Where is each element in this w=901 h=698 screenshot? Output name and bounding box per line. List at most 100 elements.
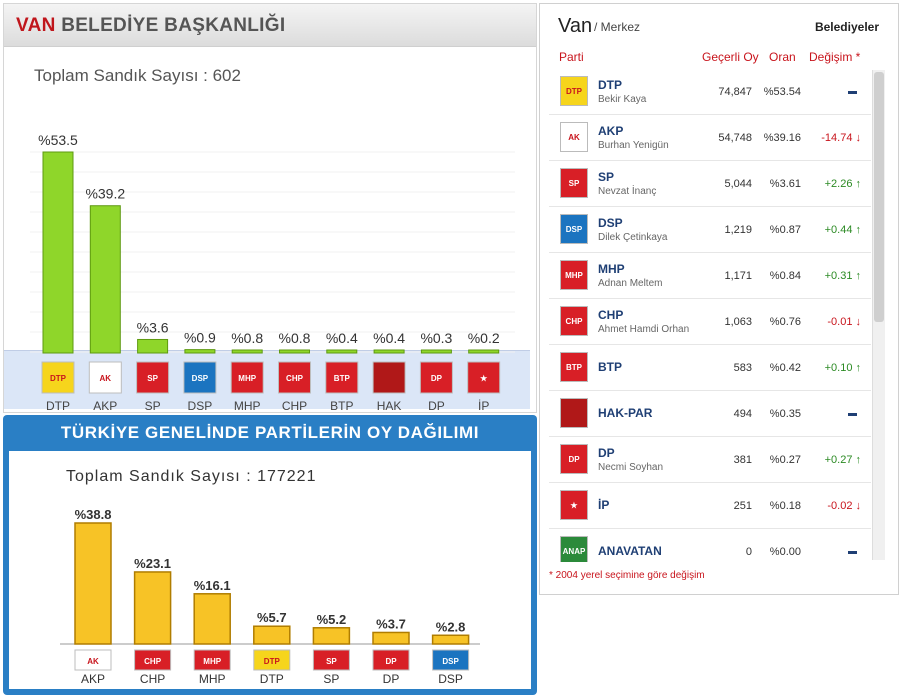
bar-MHP <box>231 349 263 354</box>
turkey-bar-chart: %38.8 AK AKP %23.1 CHP CHP %16.1 MHP MHP %5.7 DTP D… <box>60 507 480 686</box>
result-row[interactable]: DTP DTP Bekir Kaya 74,847 %53.54 <box>549 69 871 115</box>
scrollbar-thumb[interactable] <box>874 72 884 322</box>
vote-share: %0.35 <box>769 408 801 420</box>
valid-votes: 5,044 <box>724 178 752 190</box>
category-label: DP <box>383 672 400 686</box>
category-label: MHP <box>234 399 261 413</box>
party-logo-icon <box>74 649 112 671</box>
result-row[interactable]: ★ İP 251 %0.18 -0.02 ↓ <box>549 483 871 529</box>
party-logo-icon <box>372 649 410 671</box>
candidate-name: Adnan Meltem <box>598 278 663 289</box>
bar-HAK <box>373 349 405 354</box>
category-label: SP <box>323 672 339 686</box>
party-logo-icon <box>41 361 75 394</box>
result-row[interactable]: DSP DSP Dilek Çetinkaya 1,219 %0.87 +0.44 ↑ <box>549 207 871 253</box>
party-logo-icon <box>419 361 453 394</box>
party-logo-icon: CHP <box>560 306 588 336</box>
party-logo-text: DSP <box>192 374 209 383</box>
valid-votes: 0 <box>745 546 752 558</box>
arrow-down-icon: ↓ <box>855 132 862 144</box>
result-row[interactable]: HAK-PAR 494 %0.35 <box>549 391 871 437</box>
col-party-header: Parti <box>559 50 584 64</box>
district-name: / Merkez <box>594 20 641 34</box>
change-value: +0.27 ↑ <box>824 454 861 466</box>
bar-label: %0.9 <box>184 330 216 346</box>
change-value: -0.01 ↓ <box>827 316 861 328</box>
no-change-icon <box>848 550 857 554</box>
bar-label: %39.2 <box>85 186 125 202</box>
result-row[interactable]: ANAP ANAVATAN 0 %0.00 <box>549 529 871 562</box>
result-row[interactable]: DP DP Necmi Soyhan 381 %0.27 +0.27 ↑ <box>549 437 871 483</box>
bar-CHP <box>133 571 172 645</box>
col-change-header: Değişim * <box>809 50 861 64</box>
category-label: DTP <box>260 672 284 686</box>
bar-label: %0.3 <box>420 330 452 346</box>
change-footnote: * 2004 yerel seçimine göre değişim <box>549 570 705 581</box>
party-name: İP <box>598 498 610 512</box>
party-logo-text: SP <box>147 374 158 383</box>
bar-SP <box>312 627 351 645</box>
bar-label: %0.8 <box>231 330 263 346</box>
party-logo-icon <box>88 361 122 394</box>
bar-label: %3.7 <box>376 616 406 631</box>
bar-SP <box>137 338 169 354</box>
party-logo-icon <box>325 361 359 394</box>
party-logo-icon <box>312 649 350 671</box>
category-label: İP <box>478 399 489 413</box>
col-votes-header: Geçerli Oy <box>702 50 759 64</box>
candidate-name: Burhan Yenigün <box>598 140 669 151</box>
valid-votes: 381 <box>733 454 752 466</box>
bar-BTP <box>326 349 358 354</box>
party-name: CHP <box>598 308 624 322</box>
party-logo-text: MHP <box>203 657 221 666</box>
result-row[interactable]: AK AKP Burhan Yenigün 54,748 %39.16 -14.74 ↓ <box>549 115 871 161</box>
results-scrollbar[interactable] <box>872 70 885 560</box>
party-logo-icon <box>193 649 231 671</box>
category-label: CHP <box>140 672 165 686</box>
election-type: Belediyeler <box>814 20 879 34</box>
party-logo-text: CHP <box>144 657 162 666</box>
no-change-icon <box>848 90 857 94</box>
results-list[interactable]: DTP DTP Bekir Kaya 74,847 %53.54 AK AKP Burhan … <box>549 69 871 562</box>
valid-votes: 494 <box>733 408 752 420</box>
result-row[interactable]: MHP MHP Adnan Meltem 1,171 %0.84 +0.31 ↑ <box>549 253 871 299</box>
bar-label: %23.1 <box>134 556 171 571</box>
candidate-name: Bekir Kaya <box>598 94 647 105</box>
party-logo-text: DTP <box>264 657 281 666</box>
party-logo-icon <box>253 649 291 671</box>
bar-label: %0.4 <box>373 330 405 346</box>
party-name: DTP <box>598 78 622 92</box>
change-value: -0.02 ↓ <box>827 500 861 512</box>
panel-title: VAN BELEDİYE BAŞKANLIĞI <box>16 15 285 37</box>
vote-share: %3.61 <box>769 178 801 190</box>
party-logo-text: AK <box>87 657 99 666</box>
party-logo-text: MHP <box>238 374 256 383</box>
col-pct-header: Oran <box>769 50 796 64</box>
result-row[interactable]: CHP CHP Ahmet Hamdi Orhan 1,063 %0.76 -0.01 ↓ <box>549 299 871 345</box>
party-logo-icon <box>230 361 264 394</box>
bar-DSP <box>431 634 470 645</box>
party-logo-icon <box>134 649 172 671</box>
valid-votes: 1,063 <box>724 316 752 328</box>
arrow-up-icon: ↑ <box>855 362 862 374</box>
party-logo-icon: ANAP <box>560 536 588 562</box>
arrow-up-icon: ↑ <box>855 224 862 236</box>
valid-votes: 1,171 <box>724 270 752 282</box>
category-label: MHP <box>199 672 226 686</box>
candidate-name: Nevzat İnanç <box>598 186 657 197</box>
turkey-panel-title: TÜRKİYE GENELİNDE PARTİLERİN OY DAĞILIMI <box>60 423 480 442</box>
arrow-up-icon: ↑ <box>855 178 862 190</box>
result-row[interactable]: BTP BTP 583 %0.42 +0.10 ↑ <box>549 345 871 391</box>
bar-MHP <box>193 593 231 645</box>
result-row[interactable]: SP SP Nevzat İnanç 5,044 %3.61 +2.26 ↑ <box>549 161 871 207</box>
party-logo-text: DP <box>385 657 397 666</box>
change-value: +0.31 ↑ <box>824 270 861 282</box>
arrow-down-icon: ↓ <box>855 500 862 512</box>
bar-DTP <box>42 151 74 354</box>
valid-votes: 54,748 <box>718 132 752 144</box>
party-logo-icon <box>136 361 170 394</box>
party-logo-icon: DP <box>560 444 588 474</box>
bar-label: %5.2 <box>317 612 347 627</box>
party-logo-icon <box>432 649 470 671</box>
bar-DP <box>420 349 452 354</box>
